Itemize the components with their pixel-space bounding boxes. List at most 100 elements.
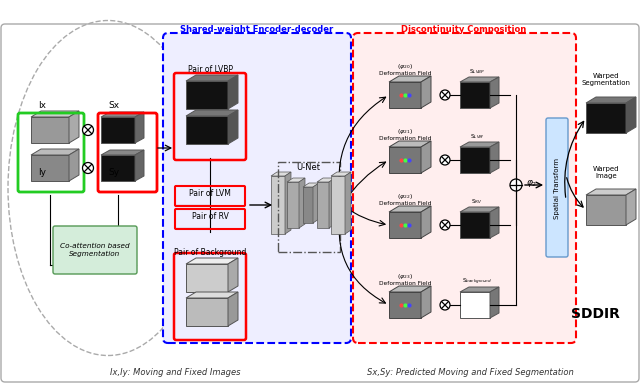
Polygon shape: [271, 176, 285, 234]
FancyBboxPatch shape: [546, 118, 568, 257]
Polygon shape: [460, 292, 490, 318]
Polygon shape: [228, 292, 238, 326]
Polygon shape: [313, 183, 319, 223]
Text: Discontinuity Composition: Discontinuity Composition: [401, 25, 527, 34]
Polygon shape: [135, 112, 144, 143]
Polygon shape: [69, 149, 79, 181]
Text: SDDIR: SDDIR: [571, 307, 620, 321]
Text: Spatial Transform: Spatial Transform: [554, 157, 560, 219]
Text: S$_{RV}$: S$_{RV}$: [471, 197, 483, 206]
Circle shape: [440, 90, 450, 100]
Text: Deformation Field: Deformation Field: [379, 281, 431, 286]
Polygon shape: [31, 117, 69, 143]
Text: Ix,Iy: Moving and Fixed Images: Ix,Iy: Moving and Fixed Images: [109, 368, 240, 377]
Circle shape: [440, 155, 450, 165]
Polygon shape: [186, 258, 238, 264]
Circle shape: [440, 300, 450, 310]
Text: Ix: Ix: [38, 101, 46, 110]
Polygon shape: [389, 286, 431, 292]
Circle shape: [83, 162, 93, 174]
Text: Sy: Sy: [108, 168, 119, 177]
Polygon shape: [421, 76, 431, 108]
Polygon shape: [228, 110, 238, 144]
Polygon shape: [460, 77, 499, 82]
Polygon shape: [460, 147, 490, 173]
Polygon shape: [626, 189, 636, 225]
Text: S$_{LVM}$: S$_{LVM}$: [470, 132, 484, 141]
Text: Pair of LVM: Pair of LVM: [189, 189, 231, 198]
Polygon shape: [331, 172, 351, 176]
Polygon shape: [101, 117, 135, 143]
Polygon shape: [287, 178, 305, 182]
Text: $(\varphi_{23})$: $(\varphi_{23})$: [397, 272, 413, 281]
Polygon shape: [460, 82, 490, 108]
Polygon shape: [626, 97, 636, 133]
Polygon shape: [186, 264, 228, 292]
Polygon shape: [490, 287, 499, 318]
Polygon shape: [329, 178, 335, 228]
Polygon shape: [317, 178, 335, 182]
Polygon shape: [31, 155, 69, 181]
Text: S$_{LVBP}$: S$_{LVBP}$: [469, 67, 485, 76]
Text: Deformation Field: Deformation Field: [379, 136, 431, 141]
Polygon shape: [228, 258, 238, 292]
FancyBboxPatch shape: [353, 33, 576, 343]
Polygon shape: [586, 189, 636, 195]
Polygon shape: [421, 206, 431, 238]
Polygon shape: [271, 172, 291, 176]
Polygon shape: [490, 207, 499, 238]
Text: $\varphi_2$: $\varphi_2$: [526, 178, 538, 189]
Polygon shape: [586, 103, 626, 133]
Polygon shape: [389, 82, 421, 108]
Text: Deformation Field: Deformation Field: [379, 201, 431, 206]
Polygon shape: [31, 111, 79, 117]
Polygon shape: [186, 292, 238, 298]
Text: U-Net: U-Net: [296, 163, 320, 172]
Polygon shape: [287, 182, 299, 228]
Polygon shape: [389, 206, 431, 212]
FancyBboxPatch shape: [53, 226, 137, 274]
Polygon shape: [186, 298, 228, 326]
Polygon shape: [303, 187, 313, 223]
Polygon shape: [586, 195, 626, 225]
Text: $(\varphi_{21})$: $(\varphi_{21})$: [397, 127, 413, 136]
Text: Pair of RV: Pair of RV: [191, 212, 228, 221]
Circle shape: [440, 220, 450, 230]
Polygon shape: [299, 178, 305, 228]
Polygon shape: [317, 182, 329, 228]
Text: Pair of LVBP: Pair of LVBP: [188, 65, 232, 74]
Polygon shape: [69, 111, 79, 143]
Text: Sx,Sy: Predicted Moving and Fixed Segmentation: Sx,Sy: Predicted Moving and Fixed Segmen…: [367, 368, 573, 377]
Text: Warped
Image: Warped Image: [593, 166, 620, 179]
Polygon shape: [421, 141, 431, 173]
Polygon shape: [101, 150, 144, 155]
Polygon shape: [101, 112, 144, 117]
Polygon shape: [285, 172, 291, 234]
Text: S$_{background}$: S$_{background}$: [462, 277, 492, 287]
Polygon shape: [490, 142, 499, 173]
Polygon shape: [460, 212, 490, 238]
Text: Deformation Field: Deformation Field: [379, 71, 431, 76]
Polygon shape: [389, 76, 431, 82]
FancyBboxPatch shape: [163, 33, 351, 343]
Polygon shape: [186, 116, 228, 144]
Polygon shape: [389, 212, 421, 238]
Polygon shape: [389, 141, 431, 147]
Polygon shape: [186, 75, 238, 81]
Polygon shape: [586, 97, 636, 103]
Polygon shape: [101, 155, 135, 181]
Polygon shape: [303, 183, 319, 187]
FancyBboxPatch shape: [1, 24, 639, 382]
Polygon shape: [389, 147, 421, 173]
Polygon shape: [186, 81, 228, 109]
Polygon shape: [490, 77, 499, 108]
Text: $(\varphi_{22})$: $(\varphi_{22})$: [397, 192, 413, 201]
Circle shape: [510, 179, 522, 191]
Text: Pair of Background: Pair of Background: [174, 248, 246, 257]
Polygon shape: [331, 176, 345, 234]
Polygon shape: [135, 150, 144, 181]
Polygon shape: [31, 149, 79, 155]
Polygon shape: [228, 75, 238, 109]
Text: Warped
Segmentation: Warped Segmentation: [582, 73, 630, 86]
Text: Shared-weight Encoder-decoder: Shared-weight Encoder-decoder: [180, 25, 333, 34]
